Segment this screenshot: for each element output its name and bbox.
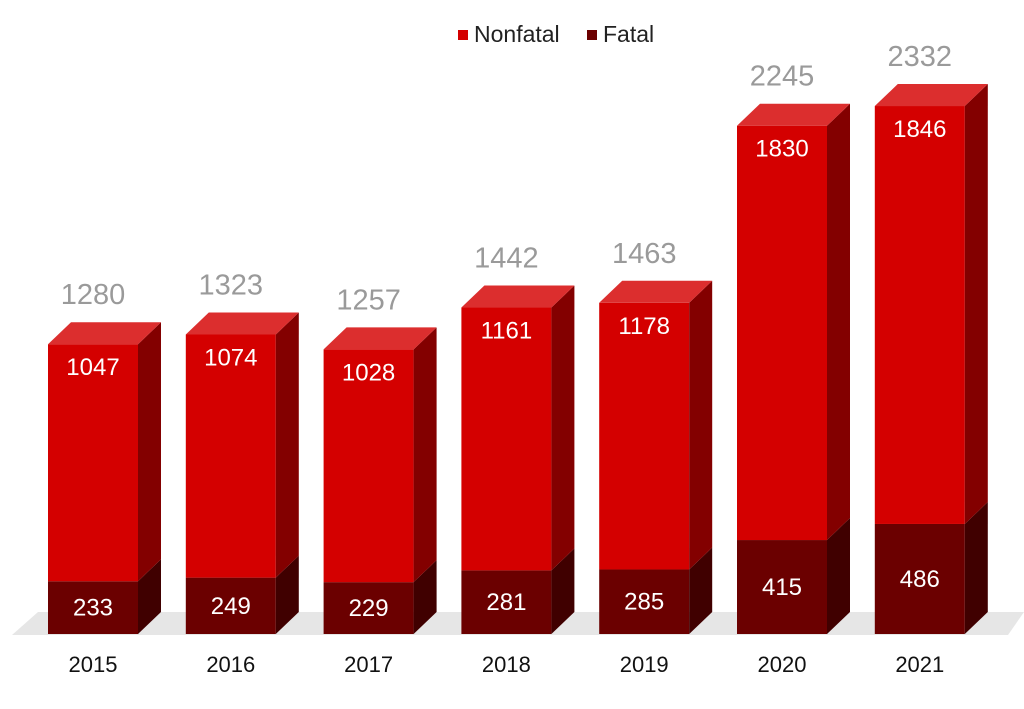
data-label-fatal-2015: 233: [73, 595, 113, 622]
bar-top-2017: [323, 327, 437, 350]
bar-nonfatal-2020: [737, 125, 827, 541]
bar-fatal-2020: [737, 540, 827, 634]
bar-stack-2021: 486 1846 2332: [874, 41, 988, 634]
bar-top-2016: [185, 312, 299, 335]
bar-fatal-2017: [323, 582, 414, 634]
bar-top-2019: [599, 280, 713, 303]
bar-stack-2016: 249 1074 1323: [185, 269, 299, 634]
bar-nonfatal-side-2019: [689, 280, 713, 570]
total-label-2015: 1280: [61, 279, 126, 311]
bar-nonfatal-side-2017: [413, 327, 437, 583]
bar-nonfatal-2015: [48, 344, 138, 582]
legend-swatch-nonfatal: [458, 30, 468, 40]
data-label-nonfatal-2019: 1178: [618, 313, 670, 340]
bar-nonfatal-2016: [185, 334, 276, 578]
bar-nonfatal-2019: [599, 302, 690, 570]
x-tick-2016: 2016: [206, 652, 255, 677]
legend-label-fatal: Fatal: [603, 21, 654, 47]
bar-nonfatal-side-2015: [138, 322, 161, 582]
data-label-fatal-2017: 229: [349, 595, 389, 622]
bar-stack-2019: 285 1178 1463: [599, 238, 713, 634]
data-label-fatal-2019: 285: [624, 589, 664, 616]
data-label-fatal-2021: 486: [900, 566, 940, 593]
bar-top-2015: [48, 322, 161, 345]
total-label-2019: 1463: [612, 238, 677, 270]
bar-stack-2015: 233 1047 1280: [48, 279, 161, 634]
x-axis-ticks: 2015 2016 2017 2018 2019 2020 2021: [69, 652, 945, 677]
x-tick-2017: 2017: [344, 652, 393, 677]
total-label-2017: 1257: [336, 284, 401, 316]
legend-swatch-fatal: [587, 30, 597, 40]
bar-fatal-2015: [48, 581, 138, 634]
bar-stack-2020: 415 1830 2245: [737, 61, 850, 634]
bar-nonfatal-2018: [461, 307, 552, 571]
legend-label-nonfatal: Nonfatal: [474, 21, 560, 47]
bar-fatal-side-2015: [138, 559, 161, 634]
data-label-fatal-2016: 249: [211, 593, 251, 620]
x-tick-2018: 2018: [482, 652, 531, 677]
bar-nonfatal-side-2018: [551, 285, 575, 571]
x-tick-2021: 2021: [895, 652, 944, 677]
data-label-nonfatal-2016: 1074: [204, 344, 257, 371]
bar-fatal-side-2021: [964, 501, 988, 634]
bar-top-2021: [874, 84, 988, 107]
bar-top-2018: [461, 285, 575, 308]
bar-fatal-side-2020: [827, 518, 850, 634]
bar-fatal-side-2018: [551, 548, 575, 634]
x-tick-2020: 2020: [758, 652, 807, 677]
bar-nonfatal-side-2020: [827, 103, 850, 541]
data-label-fatal-2018: 281: [486, 589, 526, 616]
bar-fatal-side-2016: [275, 555, 299, 634]
bar-fatal-side-2019: [689, 547, 713, 634]
bar-fatal-2021: [874, 523, 965, 634]
data-label-nonfatal-2020: 1830: [755, 136, 808, 163]
data-label-nonfatal-2018: 1161: [481, 318, 533, 345]
bar-nonfatal-2017: [323, 349, 414, 583]
legend: Nonfatal Fatal: [458, 21, 654, 47]
bar-fatal-2018: [461, 570, 552, 634]
bar-nonfatal-side-2016: [275, 312, 299, 578]
data-label-nonfatal-2017: 1028: [342, 359, 395, 386]
bar-stack-2018: 281 1161 1442: [461, 243, 575, 634]
total-label-2016: 1323: [199, 269, 264, 301]
x-tick-2015: 2015: [69, 652, 118, 677]
x-tick-2019: 2019: [620, 652, 669, 677]
bar-fatal-side-2017: [413, 560, 437, 634]
total-label-2021: 2332: [888, 41, 953, 73]
bar-nonfatal-side-2021: [964, 84, 988, 524]
data-label-nonfatal-2021: 1846: [893, 116, 946, 143]
data-label-nonfatal-2015: 1047: [66, 354, 119, 381]
data-label-fatal-2020: 415: [762, 574, 802, 601]
total-label-2020: 2245: [750, 61, 815, 93]
bar-fatal-2016: [185, 577, 276, 634]
bars-group: 233 1047 1280 249 1074 1323 229 1028 1257 281 1161…: [48, 41, 988, 634]
bar-top-2020: [737, 103, 850, 126]
bar-stack-2017: 229 1028 1257: [323, 284, 437, 634]
bar-fatal-2019: [599, 569, 690, 634]
total-label-2018: 1442: [474, 243, 539, 275]
bar-nonfatal-2021: [874, 106, 965, 524]
